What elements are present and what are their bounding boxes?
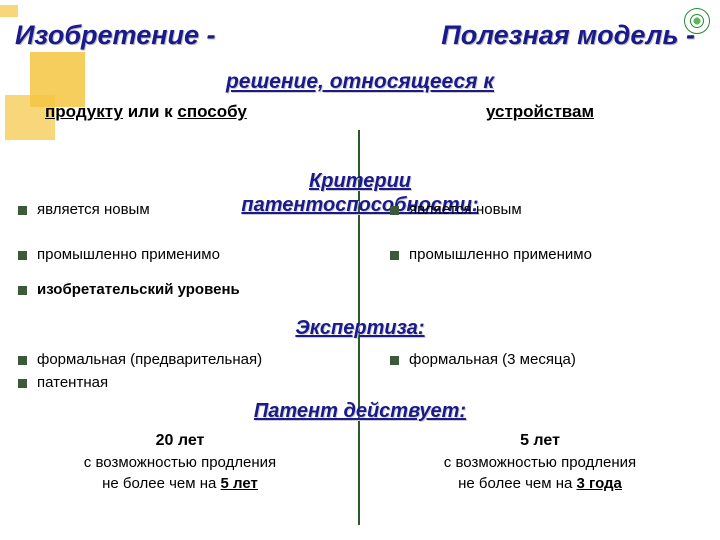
bullet-icon <box>390 206 399 215</box>
subtitle: решение, относящееся к <box>226 70 494 93</box>
patent-left: 20 лет с возможностью продления не более… <box>0 430 360 494</box>
list-item: изобретательский уровень <box>18 281 350 298</box>
criteria-columns: является новым промышленно применимо изо… <box>0 195 720 304</box>
list-item: патентная <box>18 374 350 391</box>
list-item: формальная (предварительная) <box>18 351 350 368</box>
bullet-icon <box>18 206 27 215</box>
subhead-left-u: продукту <box>45 102 123 121</box>
subheads: продукту или к способу устройствам <box>0 102 720 122</box>
decor-square-top <box>0 5 18 17</box>
subhead-left-mid: или к <box>123 102 177 121</box>
expertise-left-0: формальная (предварительная) <box>37 351 262 368</box>
subhead-right-text: устройствам <box>486 102 594 121</box>
expertise-left: формальная (предварительная) патентная <box>0 345 360 397</box>
bullet-icon <box>390 356 399 365</box>
expertise-right: формальная (3 месяца) <box>360 345 720 397</box>
bullet-icon <box>18 379 27 388</box>
patent-columns: 20 лет с возможностью продления не более… <box>0 430 720 494</box>
bullet-icon <box>18 356 27 365</box>
patent-right: 5 лет с возможностью продления не более … <box>360 430 720 494</box>
list-item: является новым <box>390 201 705 218</box>
criteria-right: является новым промышленно применимо <box>360 195 720 304</box>
patent-right-years: 5 лет <box>380 430 700 452</box>
expertise-right-0: формальная (3 месяца) <box>409 351 576 368</box>
expertise-columns: формальная (предварительная) патентная ф… <box>0 345 720 397</box>
patent-left-years: 20 лет <box>20 430 340 452</box>
subhead-left-b: способу <box>177 102 246 121</box>
expertise-left-1: патентная <box>37 374 108 391</box>
patent-right-line3: не более чем на 3 года <box>380 473 700 494</box>
bullet-icon <box>18 251 27 260</box>
criteria-left: является новым промышленно применимо изо… <box>0 195 360 304</box>
subhead-right: устройствам <box>360 102 720 122</box>
section-criteria-1: Критерии <box>0 170 720 193</box>
title-right: Полезная модель - <box>441 20 695 51</box>
list-item: формальная (3 месяца) <box>390 351 705 368</box>
subhead-left: продукту или к способу <box>0 102 360 122</box>
list-item: промышленно применимо <box>390 246 705 263</box>
bullet-icon <box>390 251 399 260</box>
patent-left-line3: не более чем на 5 лет <box>20 473 340 494</box>
section-patent: Патент действует: <box>0 400 720 423</box>
criteria-left-2: изобретательский уровень <box>37 281 240 298</box>
subtitle-row: решение, относящееся к <box>0 70 720 94</box>
criteria-right-0: является новым <box>409 201 522 218</box>
patent-right-line2: с возможностью продления <box>380 452 700 473</box>
criteria-right-1: промышленно применимо <box>409 246 592 263</box>
patent-left-line2: с возможностью продления <box>20 452 340 473</box>
title-left: Изобретение - <box>15 20 216 51</box>
list-item: промышленно применимо <box>18 246 350 263</box>
title-row: Изобретение - Полезная модель - <box>0 20 720 51</box>
list-item: является новым <box>18 201 350 218</box>
section-expertise: Экспертиза: <box>0 317 720 340</box>
criteria-left-1: промышленно применимо <box>37 246 220 263</box>
criteria-left-0: является новым <box>37 201 150 218</box>
bullet-icon <box>18 286 27 295</box>
